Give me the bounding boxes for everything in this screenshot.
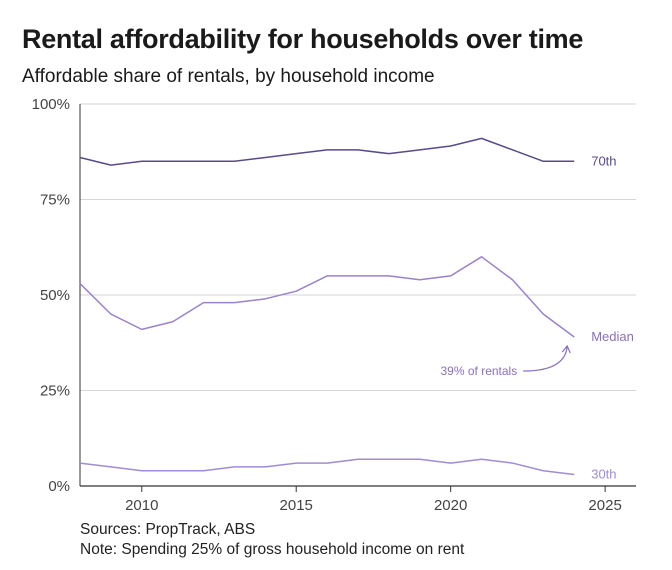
y-tick-label: 50% xyxy=(40,287,70,304)
annotation-arrowhead xyxy=(561,344,571,354)
x-tick-label: 2020 xyxy=(434,497,467,514)
series-label-median: Median xyxy=(591,329,634,344)
annotation-arrow xyxy=(523,345,568,372)
chart-subtitle: Affordable share of rentals, by househol… xyxy=(22,66,435,87)
x-tick-label: 2025 xyxy=(588,497,621,514)
x-axis: 2010 2015 2020 2025 xyxy=(79,104,636,514)
method-note: Note: Spending 25% of gross household in… xyxy=(80,541,465,558)
series-label-70th: 70th xyxy=(591,153,616,168)
series-labels: 70th Median 30th xyxy=(591,153,634,481)
series-label-30th: 30th xyxy=(591,467,616,482)
y-tick-label: 75% xyxy=(40,192,70,209)
annotation-text: 39% of rentals xyxy=(441,364,518,378)
x-tick-label: 2015 xyxy=(280,497,313,514)
grid-lines xyxy=(80,103,636,391)
series-line-70th xyxy=(79,137,575,166)
series-line-median xyxy=(79,256,575,338)
y-axis-ticks: 0% 25% 50% 75% 100% xyxy=(32,96,70,495)
annotations: 39% of rentals xyxy=(441,344,571,378)
series-line-30th xyxy=(79,458,575,476)
series-lines xyxy=(79,137,575,476)
sources-note: Sources: PropTrack, ABS xyxy=(80,521,256,538)
y-tick-label: 100% xyxy=(32,96,70,113)
y-tick-label: 25% xyxy=(40,383,70,400)
chart-title: Rental affordability for households over… xyxy=(22,24,584,54)
y-tick-label: 0% xyxy=(48,478,70,495)
x-tick-label: 2010 xyxy=(125,497,158,514)
